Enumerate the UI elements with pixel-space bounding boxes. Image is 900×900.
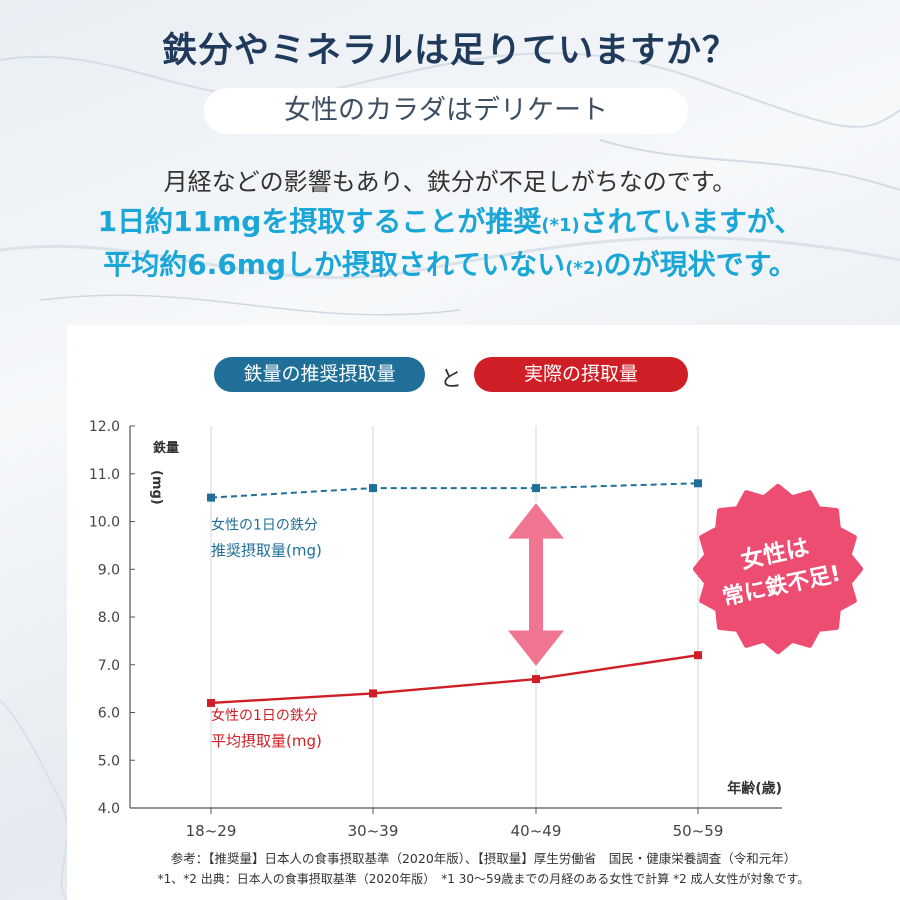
- subheading-pill: 女性のカラダはデリケート: [204, 88, 688, 134]
- legend-actual: 実際の摂取量: [474, 357, 688, 392]
- y-tick-label: 10.0: [89, 515, 120, 531]
- footer-source: *1、*2 出典：日本人の食事摂取基準（2020年版） *1 30～59歳までの…: [157, 872, 810, 886]
- body-line-2-tail: されていますが、: [579, 205, 803, 238]
- gap-arrow: [503, 500, 569, 670]
- data-point-1-0: [207, 698, 215, 707]
- body-line-2-main: 1日約11mgを摂取することが推奨: [97, 205, 542, 238]
- y-tick-label: 8.0: [98, 610, 120, 626]
- x-axis-title: 年齢(歳): [727, 780, 782, 797]
- y-tick-label: 9.0: [98, 562, 120, 578]
- data-point-0-0: [207, 493, 215, 502]
- x-tick-label: 18~29: [186, 822, 237, 840]
- footnote-ref-1: (*1): [541, 215, 580, 236]
- series-line-0: [210, 482, 699, 499]
- series-label-0-line-1: 女性の1日の鉄分: [211, 517, 318, 534]
- legend-connector: と: [440, 367, 463, 392]
- shortage-badge: [693, 484, 863, 654]
- y-axis-title-part-2: (mg): [149, 470, 164, 505]
- data-point-0-1: [369, 484, 377, 493]
- y-tick-label: 7.0: [98, 658, 120, 674]
- y-tick-label: 5.0: [98, 753, 120, 769]
- series-label-1-line-1: 女性の1日の鉄分: [211, 707, 318, 724]
- y-tick-label: 6.0: [98, 706, 120, 722]
- y-tick-label: 12.0: [89, 419, 120, 435]
- body-line-3-tail: のが現状です。: [603, 248, 797, 281]
- y-tick-label: 4.0: [98, 801, 120, 817]
- legend-recommended: 鉄量の推奨摂取量: [214, 357, 425, 392]
- data-point-1-2: [532, 675, 540, 684]
- body-line-1: 月経などの影響もあり、鉄分が不足しがちなのです。: [163, 168, 737, 196]
- data-point-1-1: [369, 689, 377, 698]
- series-label-0-line-2: 推奨摂取量(mg): [211, 542, 322, 560]
- y-tick-label: 11.0: [89, 467, 120, 483]
- body-line-3: 平均約6.6mgしか摂取されていない(*2)のが現状です。: [0, 243, 900, 283]
- x-tick-label: 30~39: [348, 822, 399, 840]
- body-line-3-main: 平均約6.6mgしか摂取されていない: [103, 248, 566, 281]
- data-point-1-3: [694, 651, 702, 660]
- x-tick-label: 40~49: [511, 822, 562, 840]
- footnote-ref-2: (*2): [565, 258, 604, 279]
- series-line-1: [210, 654, 699, 705]
- data-point-0-2: [532, 484, 540, 493]
- y-axis-title-part-1: 鉄量: [153, 440, 179, 456]
- headline: 鉄分やミネラルは足りていますか？: [161, 31, 738, 71]
- series-label-1-line-2: 平均摂取量(mg): [211, 732, 322, 750]
- body-line-2: 1日約11mgを摂取することが推奨(*1)されていますが、: [0, 200, 900, 240]
- x-tick-label: 50~59: [673, 822, 724, 840]
- data-point-0-3: [694, 479, 702, 488]
- footer-reference: 参考：【推奨量】日本人の食事摂取基準（2020年版）、【摂取量】厚生労働省 国民…: [170, 851, 797, 866]
